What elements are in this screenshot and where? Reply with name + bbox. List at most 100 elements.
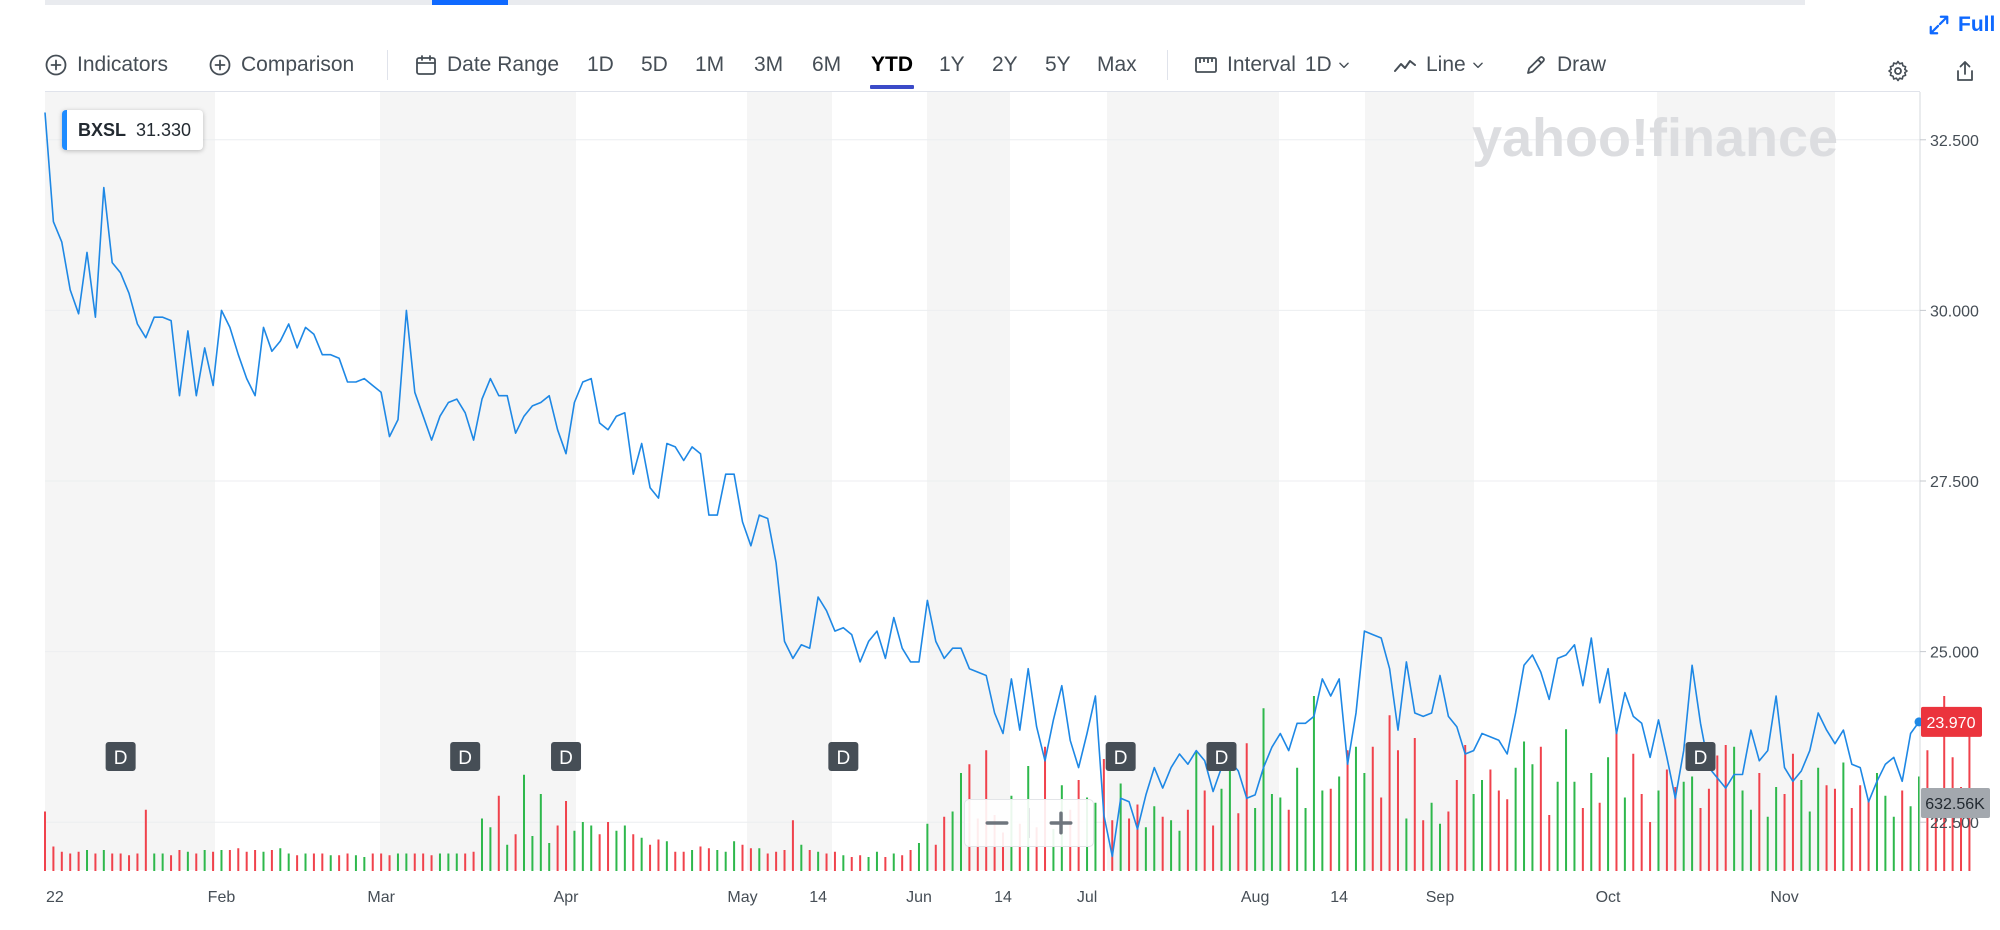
yahoo-finance-watermark: yahoo!finance [1472, 108, 1838, 168]
volume-tag [1921, 788, 1990, 818]
volume-bar [270, 850, 273, 871]
volume-bar [800, 844, 803, 871]
fullscreen-label: Full s [1958, 13, 2000, 36]
range-2y-button[interactable]: 2Y [992, 40, 1018, 90]
chart-type-dropdown[interactable]: Line [1393, 40, 1485, 90]
comparison-button[interactable]: Comparison [208, 40, 354, 90]
volume-bar [1548, 815, 1551, 871]
volume-bar [1220, 788, 1223, 871]
volume-bar [153, 853, 156, 871]
volume-bar [1497, 790, 1500, 871]
price-tick-label: 30.000 [1930, 303, 1979, 320]
volume-bar [615, 830, 618, 871]
date-range-button[interactable]: Date Range [414, 40, 559, 90]
volume-bar [665, 841, 668, 871]
volume-bar [1581, 808, 1584, 871]
volume-bar [951, 811, 954, 871]
range-max-button[interactable]: Max [1097, 40, 1137, 90]
range-1y-button[interactable]: 1Y [939, 40, 965, 90]
volume-bar [178, 850, 181, 871]
zoom-controls [964, 799, 1094, 847]
volume-bar [1237, 813, 1240, 871]
range-1d-button[interactable]: 1D [587, 40, 614, 90]
chart-toolbar: Indicators Comparison Date Range 1D 5D 1… [0, 40, 2000, 92]
indicators-button[interactable]: Indicators [44, 40, 168, 90]
volume-bar [119, 853, 122, 871]
gear-icon [1888, 60, 1908, 82]
volume-bar [707, 848, 710, 871]
volume-bar [1422, 820, 1425, 871]
volume-bar [733, 841, 736, 871]
zoom-out-button[interactable] [965, 800, 1029, 846]
volume-bar [1430, 802, 1433, 871]
volume-bar [1724, 745, 1727, 871]
range-label: 2Y [992, 53, 1018, 76]
chart-type-label: Line [1426, 53, 1466, 76]
volume-bar [917, 843, 920, 871]
range-1m-button[interactable]: 1M [695, 40, 724, 90]
volume-bar [170, 855, 173, 871]
volume-bar [1892, 816, 1895, 871]
volume-bar [220, 850, 223, 871]
volume-bar [909, 850, 912, 871]
volume-bar [338, 855, 341, 871]
volume-bar [1035, 827, 1038, 871]
range-ytd-button[interactable]: YTD [870, 40, 914, 90]
volume-bar [766, 853, 769, 871]
volume-bar [77, 851, 80, 871]
volume-bar [934, 844, 937, 871]
volume-bar [1438, 823, 1441, 871]
volume-bar [1758, 773, 1761, 871]
volume-bar [1783, 794, 1786, 871]
volume-bar [565, 801, 568, 871]
volume-bar [1371, 746, 1374, 871]
volume-bar [1128, 818, 1131, 871]
volume-bar [1144, 827, 1147, 871]
volume-bar [741, 844, 744, 871]
share-button[interactable] [1953, 46, 1977, 96]
dividend-marker-label: D [1114, 748, 1128, 769]
volume-bar [304, 853, 307, 871]
draw-button[interactable]: Draw [1524, 40, 1606, 90]
volume-bar [1304, 808, 1307, 871]
volume-bar [833, 851, 836, 871]
settings-button[interactable] [1886, 46, 1910, 96]
volume-bar [1733, 746, 1736, 871]
range-label: 1M [695, 53, 725, 76]
volume-bar [1195, 752, 1198, 871]
volume-bar [1262, 708, 1265, 871]
volume-bar [1766, 816, 1769, 871]
price-chart[interactable]: yahoo!finance 32.500 30.000 27.500 25.000 22… [0, 92, 2000, 930]
volume-bar [749, 848, 752, 871]
volume-bar [775, 851, 778, 871]
volume-bar [1800, 780, 1803, 871]
fullscreen-button[interactable]: Full s [1928, 10, 2000, 40]
volume-bar [1472, 794, 1475, 871]
volume-bar [1884, 795, 1887, 871]
date-tick-label: Sep [1426, 889, 1455, 906]
volume-bar [44, 811, 46, 871]
interval-dropdown[interactable]: Interval 1D [1194, 40, 1351, 90]
volume-bar [1464, 745, 1467, 871]
volume-bar [1455, 780, 1458, 871]
range-label: 5D [641, 53, 668, 76]
date-range-label: Date Range [447, 53, 560, 76]
volume-bar [1405, 818, 1408, 871]
range-5y-button[interactable]: 5Y [1045, 40, 1071, 90]
range-3m-button[interactable]: 3M [754, 40, 783, 90]
dividend-marker-label: D [1694, 748, 1708, 769]
zoom-in-button[interactable] [1030, 800, 1094, 846]
volume-bar [1514, 767, 1517, 871]
volume-bar [1531, 764, 1534, 871]
volume-bar [1153, 806, 1156, 871]
volume-bar [1640, 794, 1643, 871]
dividend-marker-label: D [836, 748, 850, 769]
volume-bar [1842, 762, 1845, 871]
volume-bar [867, 857, 870, 871]
volume-bars [44, 696, 1971, 871]
volume-bar [1002, 832, 1005, 871]
range-6m-button[interactable]: 6M [812, 40, 841, 90]
volume-bar [1161, 816, 1164, 871]
range-5d-button[interactable]: 5D [641, 40, 668, 90]
